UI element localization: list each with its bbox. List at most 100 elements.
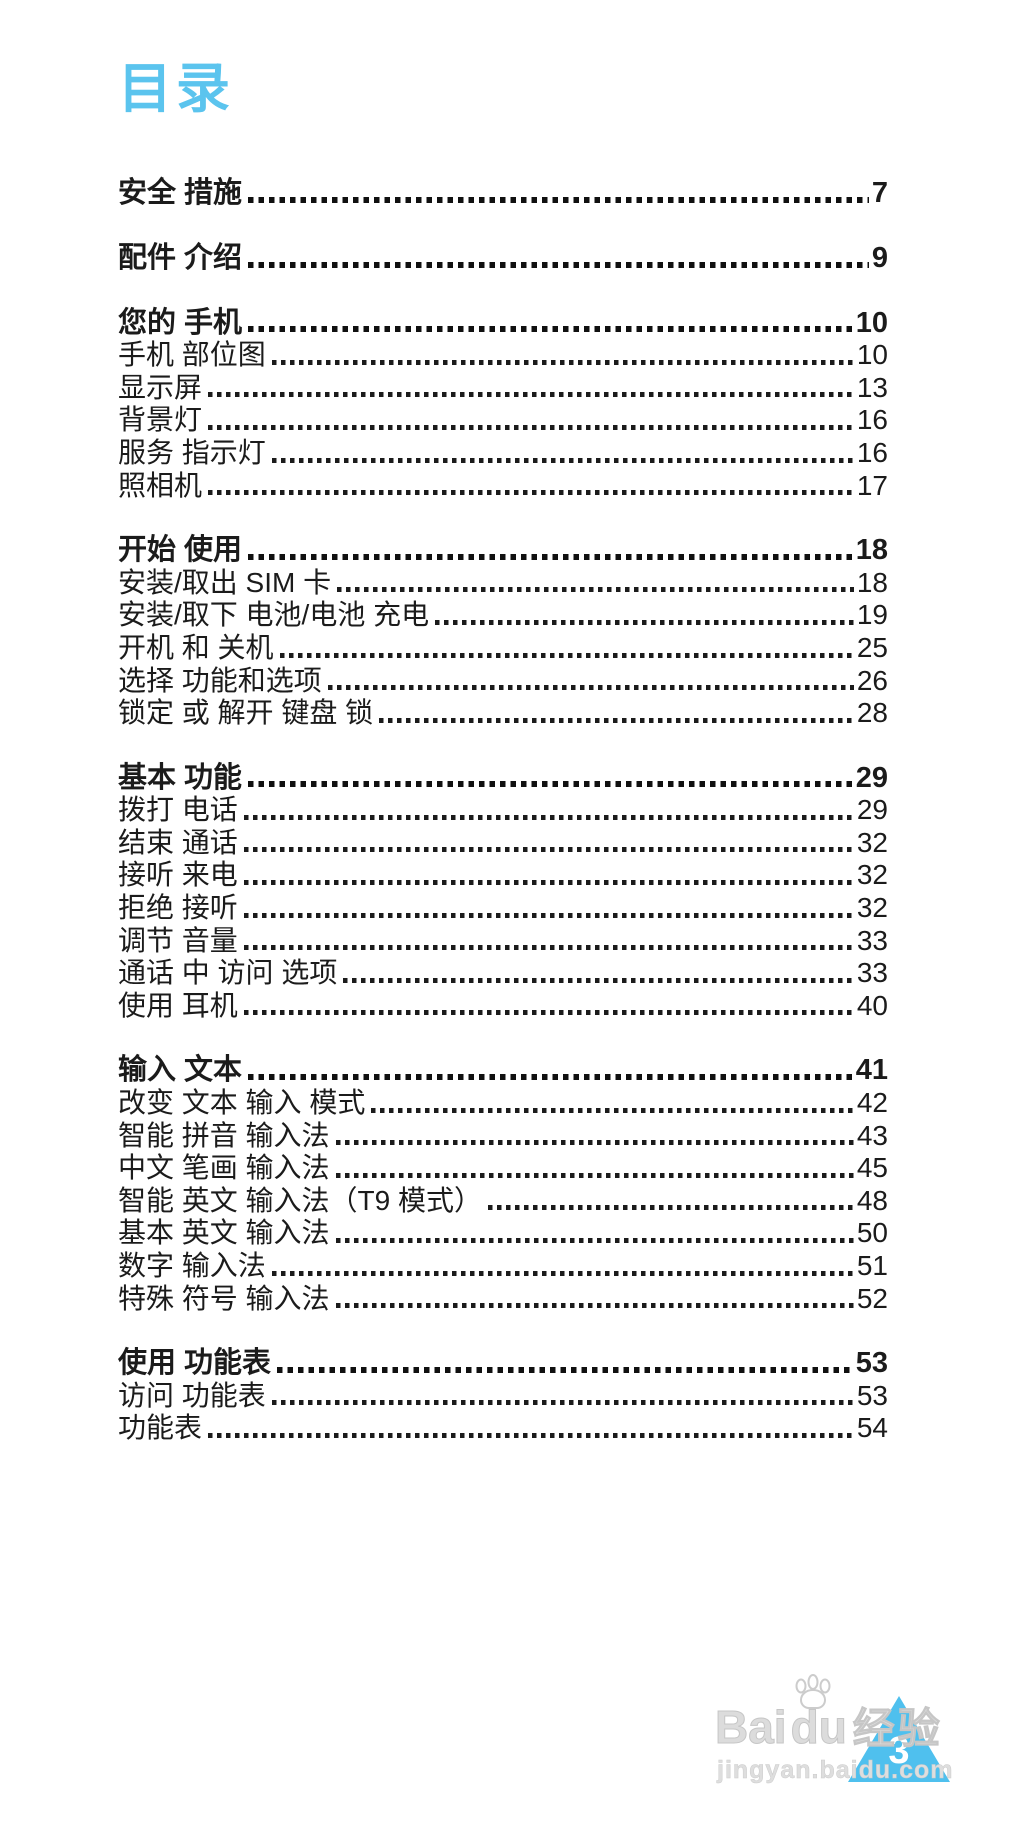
dotted-leader <box>248 534 853 567</box>
dotted-leader <box>248 1054 853 1087</box>
toc-entry: 锁定 或 解开 键盘 锁 28 <box>118 697 888 730</box>
dotted-leader <box>248 177 869 210</box>
toc-entry: 服务 指示灯 16 <box>118 437 888 470</box>
toc-entry-page-number: 26 <box>856 664 888 696</box>
toc-entry: 通话 中 访问 选项 33 <box>118 957 888 990</box>
toc-entry-page-number: 43 <box>856 1119 888 1151</box>
toc-entry: 安装/取出 SIM 卡 18 <box>118 567 888 600</box>
toc-section-entry: 您的 手机 10 <box>118 307 888 340</box>
toc-entry-label: 照相机 <box>118 469 203 501</box>
baidu-logo-du: du <box>790 1701 847 1753</box>
toc-entry-label: 背景灯 <box>118 404 203 436</box>
toc-entry-label: 安装/取出 SIM 卡 <box>118 566 332 598</box>
toc-entry-page-number: 7 <box>871 177 888 210</box>
toc-entry-page-number: 54 <box>856 1412 888 1444</box>
toc-group: 安全 措施 7 <box>118 177 888 210</box>
toc-section-entry: 配件 介绍 9 <box>118 242 888 275</box>
baidu-logo-du-wrap: du <box>790 1674 847 1753</box>
toc-entry: 拨打 电话 29 <box>118 794 888 827</box>
toc-entry-label: 访问 功能表 <box>118 1379 266 1411</box>
toc-entry-label: 开机 和 关机 <box>118 631 274 663</box>
dotted-leader <box>208 470 854 503</box>
toc-entry-label: 您的 手机 <box>118 306 243 339</box>
toc-section-entry: 开始 使用 18 <box>118 534 888 567</box>
toc-entry: 改变 文本 输入 模式 42 <box>118 1087 888 1120</box>
toc-entry-page-number: 28 <box>856 697 888 729</box>
toc-group: 开始 使用 18 安装/取出 SIM 卡 18 安装/取下 电池/电池 充电 19 开机 和… <box>118 534 888 730</box>
toc-section-entry: 使用 功能表 53 <box>118 1347 888 1380</box>
toc-entry: 数字 输入法 51 <box>118 1250 888 1283</box>
toc-entry: 基本 英文 输入法 50 <box>118 1217 888 1250</box>
toc-entry-page-number: 52 <box>856 1282 888 1314</box>
toc-group: 配件 介绍 9 <box>118 242 888 275</box>
toc-entry-label: 中文 笔画 输入法 <box>118 1152 330 1184</box>
toc-entry-page-number: 32 <box>856 826 888 858</box>
dotted-leader <box>335 1283 855 1316</box>
toc-entry-page-number: 40 <box>856 989 888 1021</box>
toc-entry-page-number: 10 <box>856 339 888 371</box>
toc-entry: 显示屏 13 <box>118 372 888 405</box>
toc-entry: 照相机 17 <box>118 470 888 503</box>
toc-group: 输入 文本 41 改变 文本 输入 模式 42 智能 拼音 输入法 43 中文 笔画 输入法… <box>118 1054 888 1315</box>
toc-entry-label: 锁定 或 解开 键盘 锁 <box>118 697 374 729</box>
toc-entry-page-number: 10 <box>855 306 888 339</box>
toc-entry-label: 输入 文本 <box>118 1054 243 1087</box>
toc-entry: 开机 和 关机 25 <box>118 632 888 665</box>
dotted-leader <box>243 794 854 827</box>
toc-entry-label: 显示屏 <box>118 371 203 403</box>
toc-entry-page-number: 16 <box>856 436 888 468</box>
toc-entry: 手机 部位图 10 <box>118 339 888 372</box>
baidu-jingyan-watermark: 3 Bai du 经验 jingyan.b <box>715 1674 963 1790</box>
toc-entry: 背景灯 16 <box>118 404 888 437</box>
toc-entry: 功能表 54 <box>118 1412 888 1445</box>
dotted-leader <box>208 372 854 405</box>
dotted-leader <box>337 567 854 600</box>
dotted-leader <box>271 1250 854 1283</box>
toc-group: 基本 功能 29 拨打 电话 29 结束 通话 32 接听 来电 32 拒绝 接听 32 调节 音量… <box>118 762 888 1023</box>
toc-entry-label: 配件 介绍 <box>118 241 243 274</box>
toc-entry-label: 接听 来电 <box>118 859 238 891</box>
toc-entry-page-number: 53 <box>856 1379 888 1411</box>
toc-list: 安全 措施 7 配件 介绍 9 您的 手机 10 手机 部位图 10 显示屏 13 背景灯 16 服务 … <box>118 177 888 1445</box>
toc-entry-page-number: 13 <box>856 371 888 403</box>
triangle-badge-number: 3 <box>888 1730 910 1772</box>
dotted-leader <box>248 242 869 275</box>
toc-entry: 调节 音量 33 <box>118 925 888 958</box>
toc-entry-page-number: 48 <box>856 1184 888 1216</box>
toc-entry-page-number: 51 <box>856 1250 888 1282</box>
toc-section-entry: 输入 文本 41 <box>118 1054 888 1087</box>
toc-entry-page-number: 41 <box>855 1054 888 1087</box>
toc-entry-page-number: 33 <box>856 957 888 989</box>
toc-group: 使用 功能表 53 访问 功能表 53 功能表 54 <box>118 1347 888 1445</box>
toc-entry-page-number: 32 <box>856 892 888 924</box>
toc-entry-label: 基本 功能 <box>118 761 243 794</box>
toc-entry-label: 结束 通话 <box>118 826 238 858</box>
dotted-leader <box>343 957 854 990</box>
dotted-leader <box>435 599 854 632</box>
toc-entry-label: 智能 拼音 输入法 <box>118 1119 330 1151</box>
toc-entry-page-number: 25 <box>856 631 888 663</box>
toc-entry: 访问 功能表 53 <box>118 1380 888 1413</box>
toc-entry-label: 智能 英文 输入法（T9 模式） <box>118 1184 483 1216</box>
toc-entry-label: 使用 功能表 <box>118 1347 272 1380</box>
toc-entry-page-number: 53 <box>855 1347 888 1380</box>
toc-entry-page-number: 45 <box>856 1152 888 1184</box>
dotted-leader <box>208 404 854 437</box>
dotted-leader <box>335 1217 855 1250</box>
dotted-leader <box>279 632 855 665</box>
toc-entry-page-number: 29 <box>856 794 888 826</box>
toc-entry-label: 使用 耳机 <box>118 989 238 1021</box>
toc-entry-label: 改变 文本 输入 模式 <box>118 1087 366 1119</box>
dotted-leader <box>208 1412 854 1445</box>
toc-entry-page-number: 33 <box>856 924 888 956</box>
toc-entry-page-number: 18 <box>855 534 888 567</box>
dotted-leader <box>379 697 854 730</box>
toc-entry: 拒绝 接听 32 <box>118 892 888 925</box>
toc-entry-page-number: 50 <box>856 1217 888 1249</box>
dotted-leader <box>271 1380 854 1413</box>
toc-entry-page-number: 9 <box>871 241 888 274</box>
toc-entry-page-number: 18 <box>856 566 888 598</box>
toc-section-entry: 基本 功能 29 <box>118 762 888 795</box>
dotted-leader <box>335 1152 855 1185</box>
